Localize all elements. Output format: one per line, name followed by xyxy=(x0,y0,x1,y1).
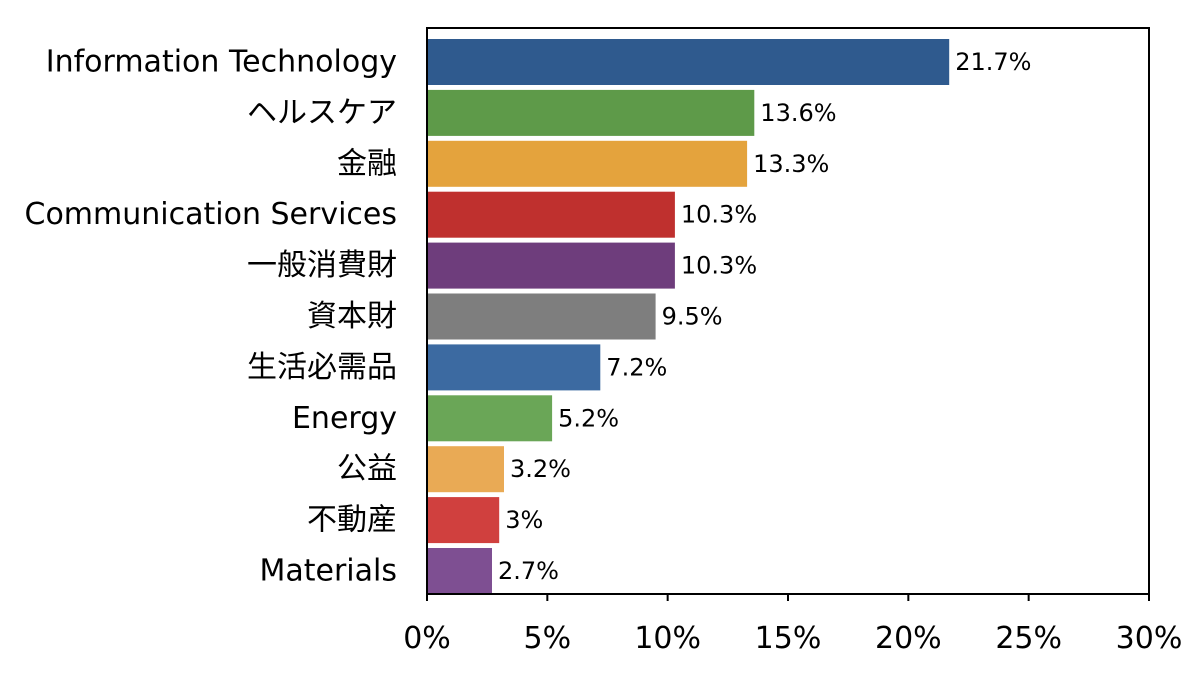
value-label-9: 3% xyxy=(505,506,543,534)
value-labels: 21.7% 13.6% 13.3% 10.3% 10.3% 9.5% 7.2% 5.2% 3.2… xyxy=(498,48,1031,585)
bar-7 xyxy=(427,395,553,442)
bar-0 xyxy=(427,39,950,85)
x-tick-label-3: 15% xyxy=(755,621,822,656)
value-label-5: 9.5% xyxy=(662,303,723,331)
x-tick-label-0: 0% xyxy=(403,621,451,656)
category-label-9: 不動産 xyxy=(307,503,397,538)
category-label-1: ヘルスケア xyxy=(247,95,397,130)
value-label-3: 10.3% xyxy=(681,201,757,229)
category-label-8: 公益 xyxy=(337,452,397,487)
x-tick-label-4: 20% xyxy=(875,621,942,656)
bar-9 xyxy=(427,497,500,544)
x-tick-label-1: 5% xyxy=(524,621,572,656)
x-tick-label-6: 30% xyxy=(1116,621,1183,656)
category-label-10: Materials xyxy=(259,554,397,589)
x-tick-label-5: 25% xyxy=(995,621,1062,656)
category-label-3: Communication Services xyxy=(25,197,398,232)
value-label-0: 21.7% xyxy=(955,48,1031,76)
value-label-7: 5.2% xyxy=(558,404,619,432)
value-label-4: 10.3% xyxy=(681,252,757,280)
value-label-6: 7.2% xyxy=(606,353,667,381)
bar-2 xyxy=(427,140,748,187)
plot-frame xyxy=(426,27,1150,595)
category-label-4: 一般消費財 xyxy=(247,248,397,283)
bar-3 xyxy=(427,191,675,238)
x-axis: 0% 5% 10% 15% 20% 25% 30% xyxy=(403,594,1182,656)
category-label-6: 生活必需品 xyxy=(247,350,397,385)
category-label-2: 金融 xyxy=(337,146,397,181)
category-label-7: Energy xyxy=(292,401,397,436)
value-label-10: 2.7% xyxy=(498,557,559,585)
value-label-1: 13.6% xyxy=(760,99,836,127)
x-tick-label-2: 10% xyxy=(634,621,701,656)
bar-10 xyxy=(427,548,492,594)
bar-6 xyxy=(427,344,601,391)
category-label-5: 資本財 xyxy=(307,299,397,334)
value-label-2: 13.3% xyxy=(753,150,829,178)
bars-layer xyxy=(427,39,950,594)
category-label-0: Information Technology xyxy=(46,45,397,80)
bar-5 xyxy=(427,293,656,340)
bar-8 xyxy=(427,446,504,493)
bar-4 xyxy=(427,242,675,289)
bar-1 xyxy=(427,89,755,136)
value-label-8: 3.2% xyxy=(510,455,571,483)
